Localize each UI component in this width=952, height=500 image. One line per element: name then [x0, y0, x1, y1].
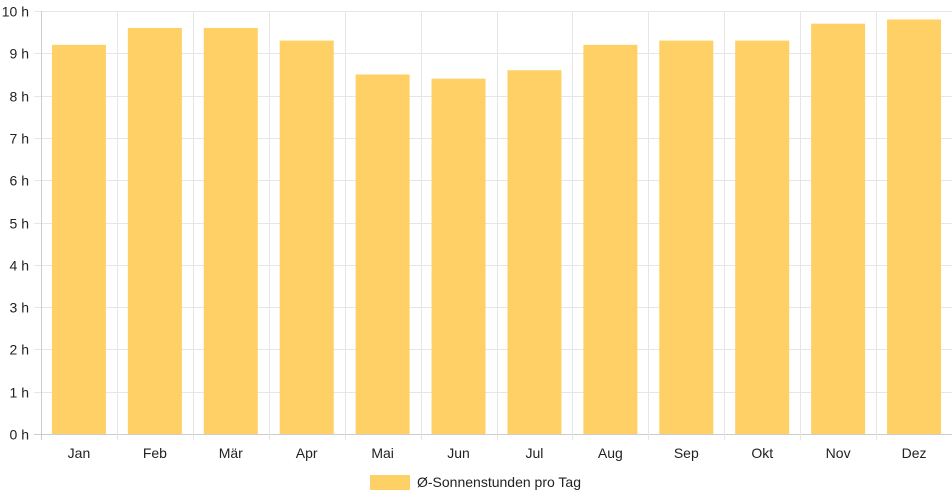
- bar-Dez: [887, 19, 942, 435]
- x-tick-label: Jan: [68, 445, 91, 461]
- x-tick-label: Mai: [371, 445, 394, 461]
- x-tick-label: Jun: [447, 445, 470, 461]
- x-tick-label: Dez: [902, 445, 927, 461]
- y-tick-label: 8 h: [10, 89, 29, 105]
- y-tick-label: 7 h: [10, 131, 29, 147]
- bar-Mär: [203, 27, 258, 434]
- bar-Aug: [583, 44, 638, 435]
- x-tick-label: Aug: [598, 445, 623, 461]
- bar-Sep: [659, 40, 714, 435]
- bar-Okt: [735, 40, 790, 435]
- y-tick-label: 3 h: [10, 300, 29, 316]
- y-tick-label: 6 h: [10, 173, 29, 189]
- bar-Feb: [127, 27, 182, 434]
- bar-Mai: [355, 74, 410, 434]
- legend-swatch: [370, 475, 410, 490]
- legend-label: Ø-Sonnenstunden pro Tag: [417, 474, 581, 490]
- bar-Jan: [51, 44, 106, 435]
- bars: [51, 19, 942, 435]
- bar-Apr: [279, 40, 334, 435]
- grid: [34, 11, 952, 440]
- y-tick-label: 1 h: [10, 385, 29, 401]
- bar-Jul: [507, 70, 562, 434]
- y-tick-label: 9 h: [10, 46, 29, 62]
- axes: 0 h 1 h 2 h 3 h 4 h 5 h 6 h 7 h 8 h 9 h 10 h Jan Feb…: [2, 4, 927, 462]
- x-tick-label: Jul: [526, 445, 544, 461]
- bar-Nov: [811, 23, 866, 434]
- x-tick-label: Apr: [296, 445, 318, 461]
- x-tick-label: Mär: [219, 445, 243, 461]
- x-tick-label: Sep: [674, 445, 699, 461]
- y-tick-label: 4 h: [10, 258, 29, 274]
- x-tick-label: Nov: [826, 445, 851, 461]
- y-tick-label: 10 h: [2, 4, 29, 20]
- legend: Ø-Sonnenstunden pro Tag: [370, 474, 581, 490]
- y-tick-label: 5 h: [10, 216, 29, 232]
- bar-Jun: [431, 78, 486, 435]
- x-tick-label: Okt: [751, 445, 773, 461]
- y-tick-label: 2 h: [10, 342, 29, 358]
- y-tick-label: 0 h: [10, 427, 29, 443]
- x-tick-label: Feb: [143, 445, 167, 461]
